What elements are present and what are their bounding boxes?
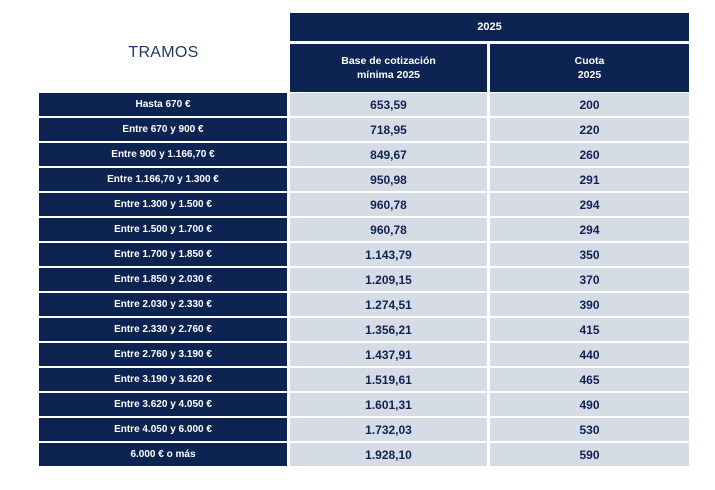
table-row: Hasta 670 € 653,59 200 <box>39 93 689 116</box>
year-header: 2025 <box>290 13 689 41</box>
table-title: TRAMOS <box>128 44 199 61</box>
base-cell: 849,67 <box>290 143 487 166</box>
table-row: Entre 2.760 y 3.190 € 1.437,91 440 <box>39 343 689 366</box>
tramo-cell: Hasta 670 € <box>39 93 287 116</box>
tramo-cell: Entre 2.030 y 2.330 € <box>39 293 287 316</box>
table-row: Entre 1.850 y 2.030 € 1.209,15 370 <box>39 268 689 291</box>
tramo-cell: Entre 3.190 y 3.620 € <box>39 368 287 391</box>
table-row: Entre 2.030 y 2.330 € 1.274,51 390 <box>39 293 689 316</box>
tramo-cell: Entre 1.300 y 1.500 € <box>39 193 287 216</box>
base-cell: 1.209,15 <box>290 268 487 291</box>
tramo-cell: Entre 2.760 y 3.190 € <box>39 343 287 366</box>
base-cell: 950,98 <box>290 168 487 191</box>
cuota-cell: 465 <box>490 368 689 391</box>
base-cell: 1.274,51 <box>290 293 487 316</box>
base-cell: 960,78 <box>290 218 487 241</box>
tramo-cell: 6.000 € o más <box>39 443 287 466</box>
tramo-cell: Entre 900 y 1.166,70 € <box>39 143 287 166</box>
table-row: Entre 1.166,70 y 1.300 € 950,98 291 <box>39 168 689 191</box>
cuota-cell: 294 <box>490 218 689 241</box>
table-body: Hasta 670 € 653,59 200 Entre 670 y 900 €… <box>39 93 689 468</box>
cuota-cell: 490 <box>490 393 689 416</box>
table-row: Entre 1.300 y 1.500 € 960,78 294 <box>39 193 689 216</box>
cuota-cell: 291 <box>490 168 689 191</box>
cuota-column-header: Cuota 2025 <box>490 44 689 92</box>
table-row: Entre 1.700 y 1.850 € 1.143,79 350 <box>39 243 689 266</box>
cuota-cell: 200 <box>490 93 689 116</box>
base-cell: 718,95 <box>290 118 487 141</box>
table-row: Entre 1.500 y 1.700 € 960,78 294 <box>39 218 689 241</box>
base-cell: 1.732,03 <box>290 418 487 441</box>
cuota-cell: 530 <box>490 418 689 441</box>
table-row: Entre 900 y 1.166,70 € 849,67 260 <box>39 143 689 166</box>
cuota-cell: 260 <box>490 143 689 166</box>
tramo-cell: Entre 1.166,70 y 1.300 € <box>39 168 287 191</box>
table-row: Entre 2.330 y 2.760 € 1.356,21 415 <box>39 318 689 341</box>
base-cell: 1.519,61 <box>290 368 487 391</box>
cuota-cell: 590 <box>490 443 689 466</box>
base-cell: 1.143,79 <box>290 243 487 266</box>
cuota-cell: 390 <box>490 293 689 316</box>
cuota-cell: 415 <box>490 318 689 341</box>
tramo-cell: Entre 670 y 900 € <box>39 118 287 141</box>
table-row: Entre 670 y 900 € 718,95 220 <box>39 118 689 141</box>
tramo-cell: Entre 3.620 y 4.050 € <box>39 393 287 416</box>
table-row: Entre 3.190 y 3.620 € 1.519,61 465 <box>39 368 689 391</box>
base-cell: 1.928,10 <box>290 443 487 466</box>
cuota-cell: 350 <box>490 243 689 266</box>
tramo-cell: Entre 1.700 y 1.850 € <box>39 243 287 266</box>
tramo-cell: Entre 2.330 y 2.760 € <box>39 318 287 341</box>
base-cell: 1.437,91 <box>290 343 487 366</box>
tramo-cell: Entre 4.050 y 6.000 € <box>39 418 287 441</box>
cuota-cell: 370 <box>490 268 689 291</box>
base-column-header: Base de cotización mínima 2025 <box>290 44 487 92</box>
cuota-cell: 220 <box>490 118 689 141</box>
table-row: 6.000 € o más 1.928,10 590 <box>39 443 689 466</box>
base-cell: 1.601,31 <box>290 393 487 416</box>
tramo-cell: Entre 1.850 y 2.030 € <box>39 268 287 291</box>
base-cell: 1.356,21 <box>290 318 487 341</box>
cuota-cell: 294 <box>490 193 689 216</box>
table-row: Entre 3.620 y 4.050 € 1.601,31 490 <box>39 393 689 416</box>
cuota-cell: 440 <box>490 343 689 366</box>
table-row: Entre 4.050 y 6.000 € 1.732,03 530 <box>39 418 689 441</box>
base-cell: 653,59 <box>290 93 487 116</box>
base-cell: 960,78 <box>290 193 487 216</box>
tramo-cell: Entre 1.500 y 1.700 € <box>39 218 287 241</box>
